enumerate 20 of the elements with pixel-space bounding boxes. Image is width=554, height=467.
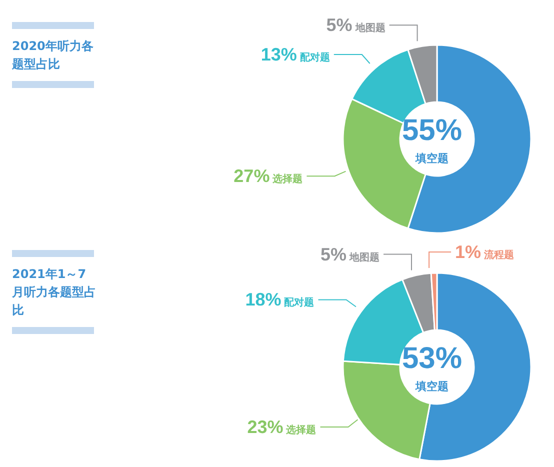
- data-label: 23%: [247, 416, 284, 437]
- slice-label: 配对题: [284, 296, 314, 309]
- data-label: 27%: [234, 166, 270, 186]
- text: 2021年1～7月听力各题型占比: [12, 266, 96, 319]
- slice-label: 填空题: [414, 152, 448, 165]
- data-label: 18%: [245, 290, 282, 310]
- slice-label: 选择题: [272, 173, 303, 186]
- data-label: 13%: [260, 44, 297, 64]
- slice-label: 配对题: [300, 51, 330, 64]
- slice-label: 地图题: [348, 251, 380, 264]
- data-label: 5%: [326, 15, 352, 36]
- slice-label: 流程题: [483, 249, 514, 262]
- slice-label: 地图题: [354, 22, 386, 34]
- data-label: 55%: [402, 114, 462, 147]
- data-label: 53%: [402, 342, 462, 375]
- slice-label: 选择题: [285, 424, 316, 436]
- data-label: 1%: [455, 242, 482, 262]
- data-label: 5%: [320, 244, 346, 264]
- slice-label: 填空题: [414, 380, 448, 393]
- text: 2020年听力各题型占比: [12, 38, 94, 73]
